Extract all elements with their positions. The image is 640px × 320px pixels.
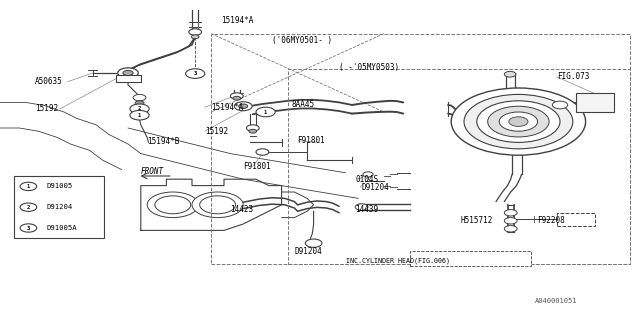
Bar (14, 176, 104, 238)
Circle shape (234, 102, 252, 111)
Circle shape (130, 104, 149, 114)
Circle shape (200, 196, 236, 214)
Circle shape (509, 117, 528, 126)
Bar (211, 34, 630, 264)
Circle shape (504, 218, 517, 224)
Text: D91005A: D91005A (47, 225, 77, 231)
Text: 2: 2 (27, 205, 30, 210)
Bar (116, 75, 141, 82)
Text: 15194*A: 15194*A (211, 103, 244, 112)
Circle shape (189, 29, 202, 35)
Text: 1: 1 (264, 109, 268, 115)
Text: 15192: 15192 (205, 127, 228, 136)
Circle shape (363, 172, 373, 177)
Circle shape (499, 112, 538, 131)
Text: 15194*B: 15194*B (147, 137, 180, 146)
Circle shape (20, 203, 36, 212)
Circle shape (135, 101, 144, 105)
Text: 1: 1 (27, 184, 30, 189)
Circle shape (504, 210, 517, 216)
Text: 3: 3 (193, 71, 197, 76)
Text: D91204: D91204 (362, 183, 389, 192)
Text: F91801: F91801 (243, 162, 271, 171)
Circle shape (464, 94, 573, 149)
Circle shape (504, 71, 516, 77)
Text: ( -'05MY0503): ( -'05MY0503) (339, 63, 399, 72)
Circle shape (256, 107, 275, 117)
Circle shape (118, 68, 138, 78)
Text: FRONT: FRONT (141, 167, 164, 176)
Text: 2: 2 (138, 106, 141, 111)
Text: D91204: D91204 (294, 247, 322, 256)
Text: 0104S: 0104S (355, 175, 378, 184)
Text: INC.CYLINDER HEAD(FIG.006): INC.CYLINDER HEAD(FIG.006) (346, 258, 450, 264)
Circle shape (305, 239, 322, 247)
Circle shape (155, 196, 191, 214)
Circle shape (355, 204, 368, 210)
Circle shape (230, 93, 243, 99)
Text: 1: 1 (138, 113, 141, 118)
Circle shape (451, 88, 586, 155)
Circle shape (20, 182, 36, 191)
Text: 15192: 15192 (35, 104, 58, 113)
Circle shape (552, 101, 568, 109)
Bar (557, 213, 595, 226)
Circle shape (130, 110, 149, 120)
Text: F92208: F92208 (538, 216, 565, 225)
Circle shape (504, 226, 517, 232)
Bar (288, 69, 630, 264)
Text: F91801: F91801 (298, 136, 325, 145)
Circle shape (186, 69, 205, 78)
Bar (410, 251, 531, 266)
Circle shape (233, 96, 241, 100)
Text: D91005: D91005 (47, 183, 73, 189)
Text: 14423: 14423 (230, 205, 253, 214)
Text: FIG.073: FIG.073 (557, 72, 589, 81)
Text: D91204: D91204 (47, 204, 73, 210)
Circle shape (249, 129, 257, 133)
Text: H515712: H515712 (461, 216, 493, 225)
Circle shape (246, 125, 259, 131)
Circle shape (20, 224, 36, 232)
Text: 8AA45: 8AA45 (291, 100, 314, 109)
Text: A50635: A50635 (35, 77, 63, 86)
Circle shape (239, 104, 248, 108)
Circle shape (488, 106, 549, 137)
Text: ('06MY0501- ): ('06MY0501- ) (272, 36, 332, 44)
Circle shape (123, 70, 133, 76)
Bar (576, 93, 614, 112)
Text: 14439: 14439 (355, 205, 378, 214)
Circle shape (256, 149, 269, 155)
Text: A040001051: A040001051 (534, 299, 577, 304)
Circle shape (192, 192, 243, 218)
Circle shape (191, 35, 199, 39)
Circle shape (147, 192, 198, 218)
Circle shape (133, 94, 146, 101)
Text: 3: 3 (27, 226, 30, 230)
Text: 15194*A: 15194*A (221, 16, 253, 25)
Circle shape (477, 101, 560, 142)
